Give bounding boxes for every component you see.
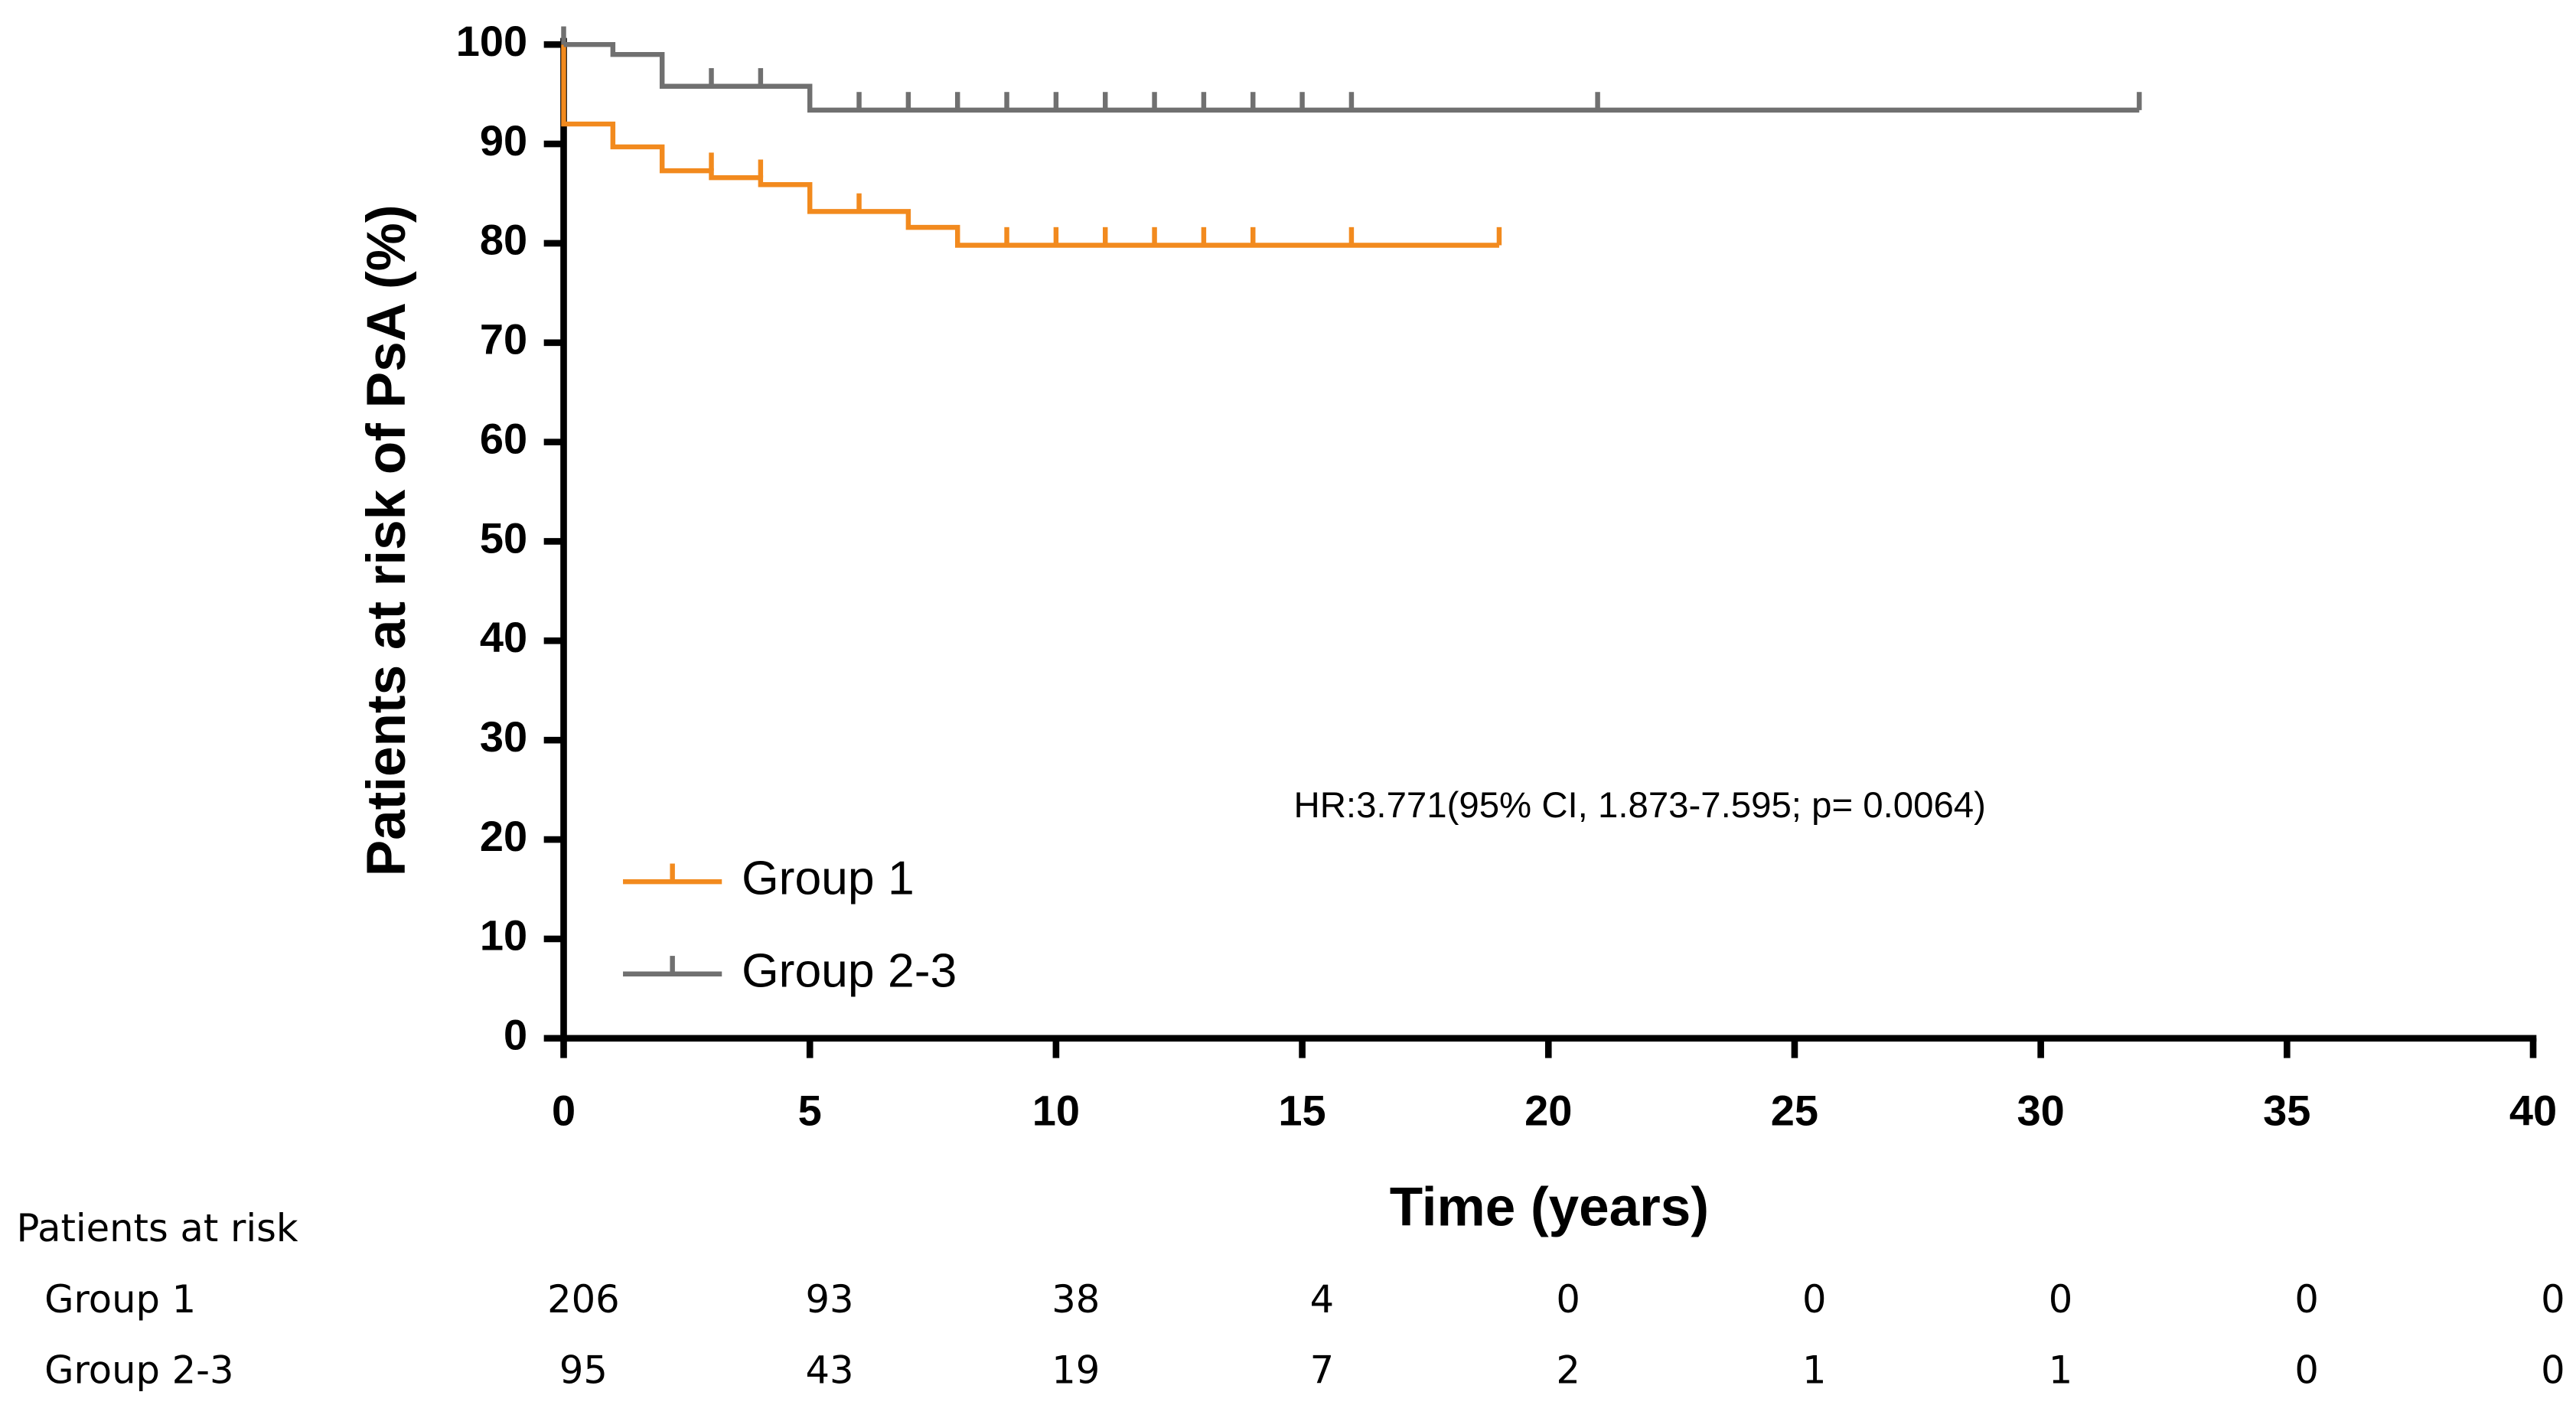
risk-value: 93 <box>806 1277 854 1322</box>
x-tick-label: 15 <box>1278 1087 1325 1135</box>
annotation: HR:3.771(95% CI, 1.873-7.595; p= 0.0064) <box>1294 785 1986 826</box>
risk-table-title: Patients at risk <box>17 1206 298 1250</box>
legend-label: Group 2-3 <box>742 944 957 997</box>
y-tick-label: 0 <box>504 1011 527 1059</box>
risk-value: 0 <box>2294 1348 2319 1392</box>
legend-label: Group 1 <box>742 852 915 905</box>
y-axis-title: Patients at risk of PsA (%) <box>357 205 417 877</box>
risk-value: 2 <box>1556 1348 1580 1392</box>
y-tick-label: 90 <box>480 116 527 165</box>
x-tick-label: 25 <box>1771 1087 1818 1135</box>
risk-value: 7 <box>1310 1348 1335 1392</box>
risk-value: 206 <box>547 1277 620 1322</box>
y-tick-label: 70 <box>480 315 527 363</box>
y-tick-label: 50 <box>480 513 527 562</box>
risk-value: 19 <box>1052 1348 1100 1392</box>
y-tick-label: 30 <box>480 712 527 761</box>
risk-value: 1 <box>1802 1348 1827 1392</box>
risk-value: 1 <box>2049 1348 2073 1392</box>
risk-value: 0 <box>2541 1277 2565 1322</box>
x-tick-label: 5 <box>798 1087 822 1135</box>
x-tick-label: 10 <box>1032 1087 1080 1135</box>
x-tick-label: 35 <box>2263 1087 2310 1135</box>
x-axis-title: Time (years) <box>1390 1178 1709 1238</box>
risk-value: 0 <box>2294 1277 2319 1322</box>
risk-row-label: Group 1 <box>44 1277 196 1322</box>
x-tick-label: 30 <box>2017 1087 2064 1135</box>
survival-line <box>563 41 2140 113</box>
x-tick-label: 0 <box>552 1087 576 1135</box>
y-tick-label: 20 <box>480 812 527 860</box>
y-tick-label: 40 <box>480 613 527 661</box>
y-tick-label: 60 <box>480 414 527 462</box>
survival-line <box>561 44 1499 248</box>
x-tick-label: 40 <box>2509 1087 2557 1135</box>
x-tick-label: 20 <box>1524 1087 1572 1135</box>
risk-value: 0 <box>2049 1277 2073 1322</box>
y-tick-label: 10 <box>480 911 527 960</box>
risk-value: 4 <box>1310 1277 1335 1322</box>
risk-row-label: Group 2-3 <box>44 1348 233 1392</box>
risk-value: 38 <box>1052 1277 1100 1322</box>
risk-value: 0 <box>1802 1277 1827 1322</box>
y-tick-label: 100 <box>456 17 527 65</box>
risk-value: 43 <box>806 1348 854 1392</box>
risk-value: 95 <box>559 1348 608 1392</box>
risk-value: 0 <box>2541 1348 2565 1392</box>
risk-value: 0 <box>1556 1277 1580 1322</box>
y-tick-label: 80 <box>480 216 527 264</box>
